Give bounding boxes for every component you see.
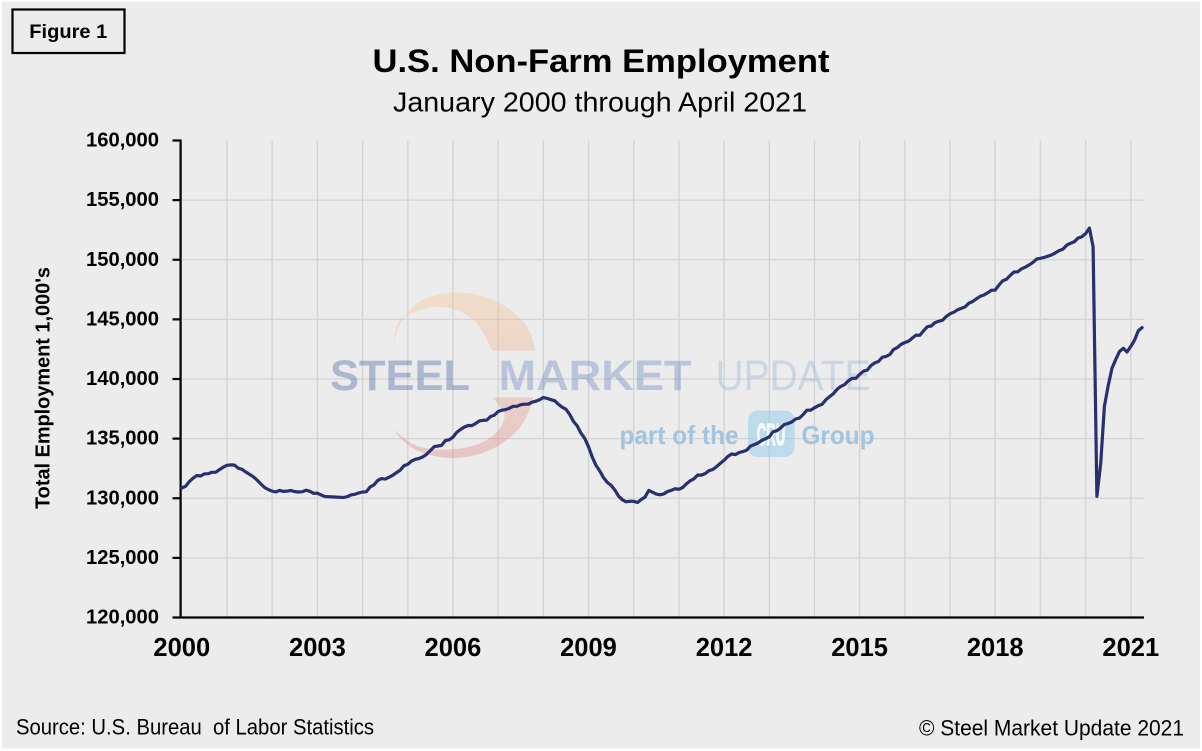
svg-text:135,000: 135,000 [86,428,159,450]
svg-text:2021: 2021 [1102,634,1159,662]
svg-text:Total Employment 1,000's: Total Employment 1,000's [33,267,55,509]
svg-text:2015: 2015 [831,634,888,662]
svg-text:CRU: CRU [757,417,786,452]
svg-text:2018: 2018 [967,634,1024,662]
svg-text:UPDATE: UPDATE [716,352,871,400]
svg-text:© Steel Market Update 2021: © Steel Market Update 2021 [919,716,1184,741]
svg-text:MARKET: MARKET [499,352,692,400]
svg-text:Source: U.S. Bureau of Labor: Source: U.S. Bureau of Labor Statistics [16,715,374,740]
svg-text:part of the: part of the [620,420,739,450]
svg-text:150,000: 150,000 [86,249,159,271]
svg-text:120,000: 120,000 [86,607,159,629]
svg-text:Group: Group [802,420,875,450]
svg-text:2000: 2000 [153,634,210,662]
svg-text:2003: 2003 [289,634,346,662]
svg-text:125,000: 125,000 [86,547,159,569]
svg-text:2012: 2012 [696,634,753,662]
svg-text:160,000: 160,000 [86,130,159,152]
svg-text:130,000: 130,000 [86,487,159,509]
svg-text:140,000: 140,000 [86,368,159,390]
svg-text:2006: 2006 [425,634,482,662]
svg-text:155,000: 155,000 [86,189,159,211]
svg-text:Figure 1: Figure 1 [29,22,107,43]
svg-text:145,000: 145,000 [86,308,159,330]
svg-text:U.S. Non-Farm Employment: U.S. Non-Farm Employment [373,43,830,79]
svg-text:STEEL: STEEL [330,352,470,400]
svg-text:January 2000 through April 202: January 2000 through April 2021 [393,87,807,118]
svg-text:2009: 2009 [560,634,617,662]
